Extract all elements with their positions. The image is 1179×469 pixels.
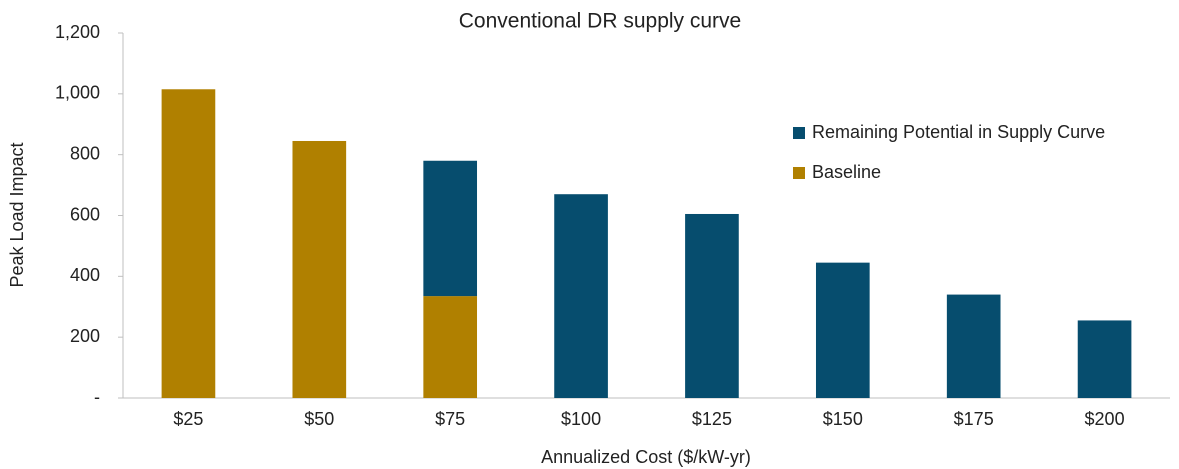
- x-tick-label: $75: [435, 409, 465, 429]
- y-tick-label: 800: [70, 143, 100, 163]
- bar-segment: [815, 262, 870, 398]
- legend-swatch: [793, 127, 805, 139]
- x-tick-label: $125: [692, 409, 732, 429]
- y-tick-label: 200: [70, 326, 100, 346]
- bar-segment: [946, 294, 1001, 398]
- y-tick-label: 1,200: [55, 22, 100, 42]
- bar-segment: [423, 296, 478, 398]
- x-axis-label: Annualized Cost ($/kW-yr): [541, 447, 751, 467]
- y-axis-label: Peak Load Impact: [7, 142, 27, 287]
- x-tick-label: $200: [1085, 409, 1125, 429]
- bar-segment: [685, 213, 739, 398]
- chart-title: Conventional DR supply curve: [459, 10, 741, 33]
- x-tick-label: $175: [954, 409, 994, 429]
- x-tick-label: $50: [304, 409, 334, 429]
- y-tick-label: 1,000: [55, 83, 100, 103]
- bar-segment: [423, 160, 478, 297]
- x-tick-label: $150: [823, 409, 863, 429]
- x-tick-label: $25: [173, 409, 203, 429]
- x-tick-label: $100: [561, 409, 601, 429]
- bar-segment: [161, 89, 216, 398]
- y-tick-label: 400: [70, 265, 100, 285]
- legend-label: Remaining Potential in Supply Curve: [812, 122, 1105, 142]
- legend-label: Baseline: [812, 162, 881, 182]
- y-tick-label: 600: [70, 204, 100, 224]
- bar-segment: [292, 140, 347, 398]
- bar-segment: [1077, 320, 1132, 398]
- y-tick-label: -: [94, 387, 100, 407]
- legend-swatch: [793, 167, 805, 179]
- bar-segment: [554, 194, 608, 398]
